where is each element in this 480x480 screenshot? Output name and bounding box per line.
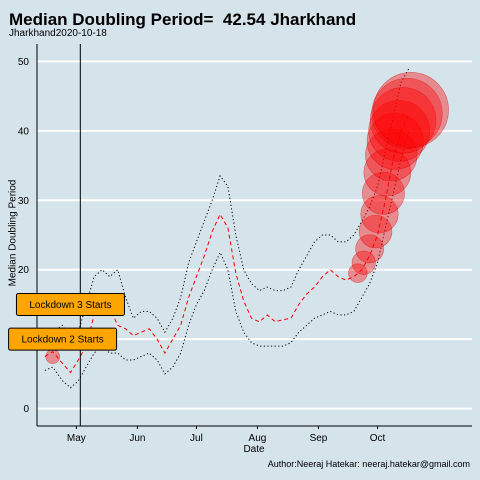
axis-layer: 01020304050MayJunJulAugSepOct [18, 44, 472, 444]
x-tick-label: May [67, 433, 86, 444]
y-tick-label: 20 [18, 265, 30, 276]
bubble-point [373, 72, 449, 148]
bubble-point [368, 100, 430, 162]
annotation-label: Lockdown 2 Starts [21, 335, 103, 346]
bubble-point [45, 349, 61, 364]
bubble-point [371, 77, 443, 149]
chart-caption: Author:Neeraj Hatekar: neeraj.hatekar@gm… [267, 459, 470, 469]
annotation-layer: Lockdown 3 Starts Lockdown 2 Starts [8, 44, 125, 426]
x-tick-label: Oct [370, 433, 386, 444]
annotation-box [15, 292, 125, 316]
annotation-label: Lockdown 3 Starts [29, 300, 111, 311]
x-tick-label: Jun [129, 433, 145, 444]
x-axis-label: Date [243, 444, 265, 455]
x-tick-label: Sep [310, 433, 328, 444]
x-tick-label: Jul [190, 433, 203, 444]
chart-subtitle: Jharkhand2020-10-18 [9, 28, 107, 39]
y-tick-label: 50 [18, 57, 30, 68]
grid-layer [37, 60, 472, 410]
annotation-box [8, 327, 118, 351]
data-layer [44, 68, 449, 389]
x-tick-label: Aug [249, 433, 267, 444]
bubble-point [358, 214, 393, 249]
bubble-point [362, 171, 405, 215]
y-tick-label: 30 [18, 196, 30, 207]
median-line [44, 113, 410, 374]
y-tick-label: 40 [18, 126, 30, 137]
bubble-point [369, 87, 437, 154]
chart-title: Median Doubling Period= 42.54 Jharkhand [9, 10, 357, 29]
y-tick-label: 0 [23, 404, 29, 415]
